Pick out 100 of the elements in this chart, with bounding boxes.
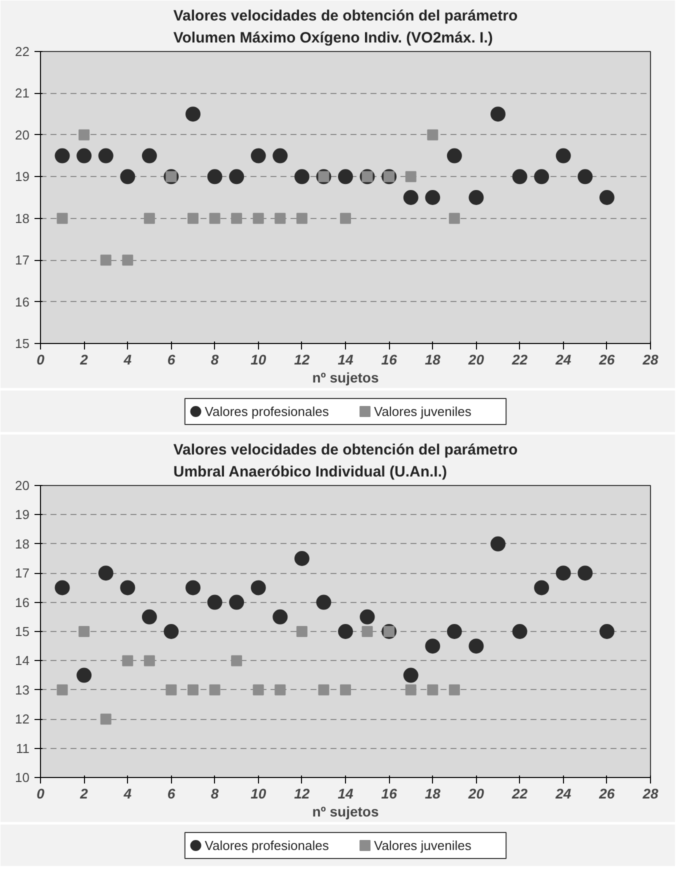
point <box>120 580 136 596</box>
point <box>599 190 614 205</box>
point <box>274 212 286 224</box>
point <box>272 609 288 624</box>
point <box>294 169 310 184</box>
point <box>54 580 70 596</box>
point <box>250 148 266 164</box>
point <box>338 624 353 639</box>
y-tick-label: 15 <box>15 336 30 351</box>
point <box>446 148 462 164</box>
y-tick-label: 18 <box>15 210 30 226</box>
point <box>448 684 460 696</box>
point <box>316 594 332 610</box>
legend-label: Valores juveniles <box>374 404 472 419</box>
point <box>340 684 351 696</box>
y-tick-label: 20 <box>15 478 30 493</box>
x-tick-label: 20 <box>467 786 484 802</box>
point <box>556 148 571 164</box>
point <box>78 626 90 637</box>
x-tick-label: 24 <box>554 786 572 802</box>
x-tick-label: 4 <box>122 786 132 802</box>
point <box>100 714 112 725</box>
point <box>100 254 112 266</box>
y-tick-label: 10 <box>15 770 30 785</box>
point <box>556 566 571 581</box>
point <box>360 609 375 624</box>
point <box>362 626 373 637</box>
point <box>427 129 438 140</box>
x-tick-label: 22 <box>511 786 528 802</box>
y-tick-label: 19 <box>15 507 30 522</box>
y-tick-label: 15 <box>15 624 30 639</box>
point <box>56 684 68 696</box>
point <box>144 212 155 224</box>
point <box>164 624 179 639</box>
x-tick-label: 10 <box>250 352 266 368</box>
point <box>78 129 90 140</box>
point <box>188 684 198 696</box>
x-tick-label: 8 <box>210 352 219 368</box>
point <box>98 566 114 581</box>
point <box>209 212 220 224</box>
y-tick-label: 11 <box>16 740 30 756</box>
point <box>272 148 288 164</box>
y-tick-label: 22 <box>15 44 30 59</box>
x-tick-label: 6 <box>167 786 176 802</box>
chart-title: Valores velocidades de obtención del parámetro Umbral Anaeróbico Individual (U.An.I.) <box>173 441 518 480</box>
x-tick-label: 26 <box>598 786 615 802</box>
x-tick-label: 18 <box>424 352 441 368</box>
x-tick-label: 0 <box>36 352 45 368</box>
y-tick-label: 18 <box>15 536 30 552</box>
x-tick-label: 14 <box>338 352 354 368</box>
y-tick-label: 16 <box>15 294 30 310</box>
point <box>250 580 266 596</box>
x-tick-label: 12 <box>294 352 310 368</box>
point <box>534 169 550 184</box>
point <box>252 684 264 696</box>
point <box>468 638 484 654</box>
point <box>122 655 134 666</box>
x-tick-label: 28 <box>642 786 658 802</box>
y-tick-label: 20 <box>15 127 30 142</box>
point <box>296 626 308 637</box>
point <box>231 655 242 666</box>
point <box>446 624 462 639</box>
point <box>490 106 506 122</box>
y-tick-label: 16 <box>15 594 30 610</box>
x-tick-label: 24 <box>554 352 572 368</box>
point <box>274 684 286 696</box>
chart-title: Valores velocidades de obtención del parámetro Volumen Máximo Oxígeno Indiv. (VO2máx. I.) <box>173 7 518 46</box>
x-tick-label: 6 <box>167 352 176 368</box>
point <box>578 169 593 184</box>
point <box>448 212 460 224</box>
x-tick-label: 16 <box>381 786 398 802</box>
x-tick-label: 18 <box>424 786 441 802</box>
y-tick-label: 13 <box>15 682 30 698</box>
x-tick-label: 2 <box>79 352 88 368</box>
point <box>340 212 351 224</box>
point <box>490 536 506 552</box>
point <box>512 624 528 639</box>
point <box>142 148 157 164</box>
point <box>405 684 416 696</box>
point <box>231 212 242 224</box>
point <box>188 212 198 224</box>
point <box>142 609 157 624</box>
point <box>512 169 528 184</box>
point <box>98 148 114 164</box>
y-tick-label: 17 <box>15 252 30 268</box>
y-tick-label: 19 <box>15 169 30 184</box>
point <box>318 684 330 696</box>
point <box>120 169 136 184</box>
x-tick-label: 2 <box>79 786 88 802</box>
point <box>425 638 440 654</box>
x-tick-label: 28 <box>642 352 658 368</box>
point <box>296 212 308 224</box>
x-tick-label: 16 <box>381 352 398 368</box>
point <box>229 594 244 610</box>
x-tick-label: 20 <box>467 352 484 368</box>
point <box>209 684 220 696</box>
point <box>186 106 200 122</box>
point <box>425 190 440 205</box>
point <box>403 190 418 205</box>
x-tick-label: 14 <box>338 786 354 802</box>
